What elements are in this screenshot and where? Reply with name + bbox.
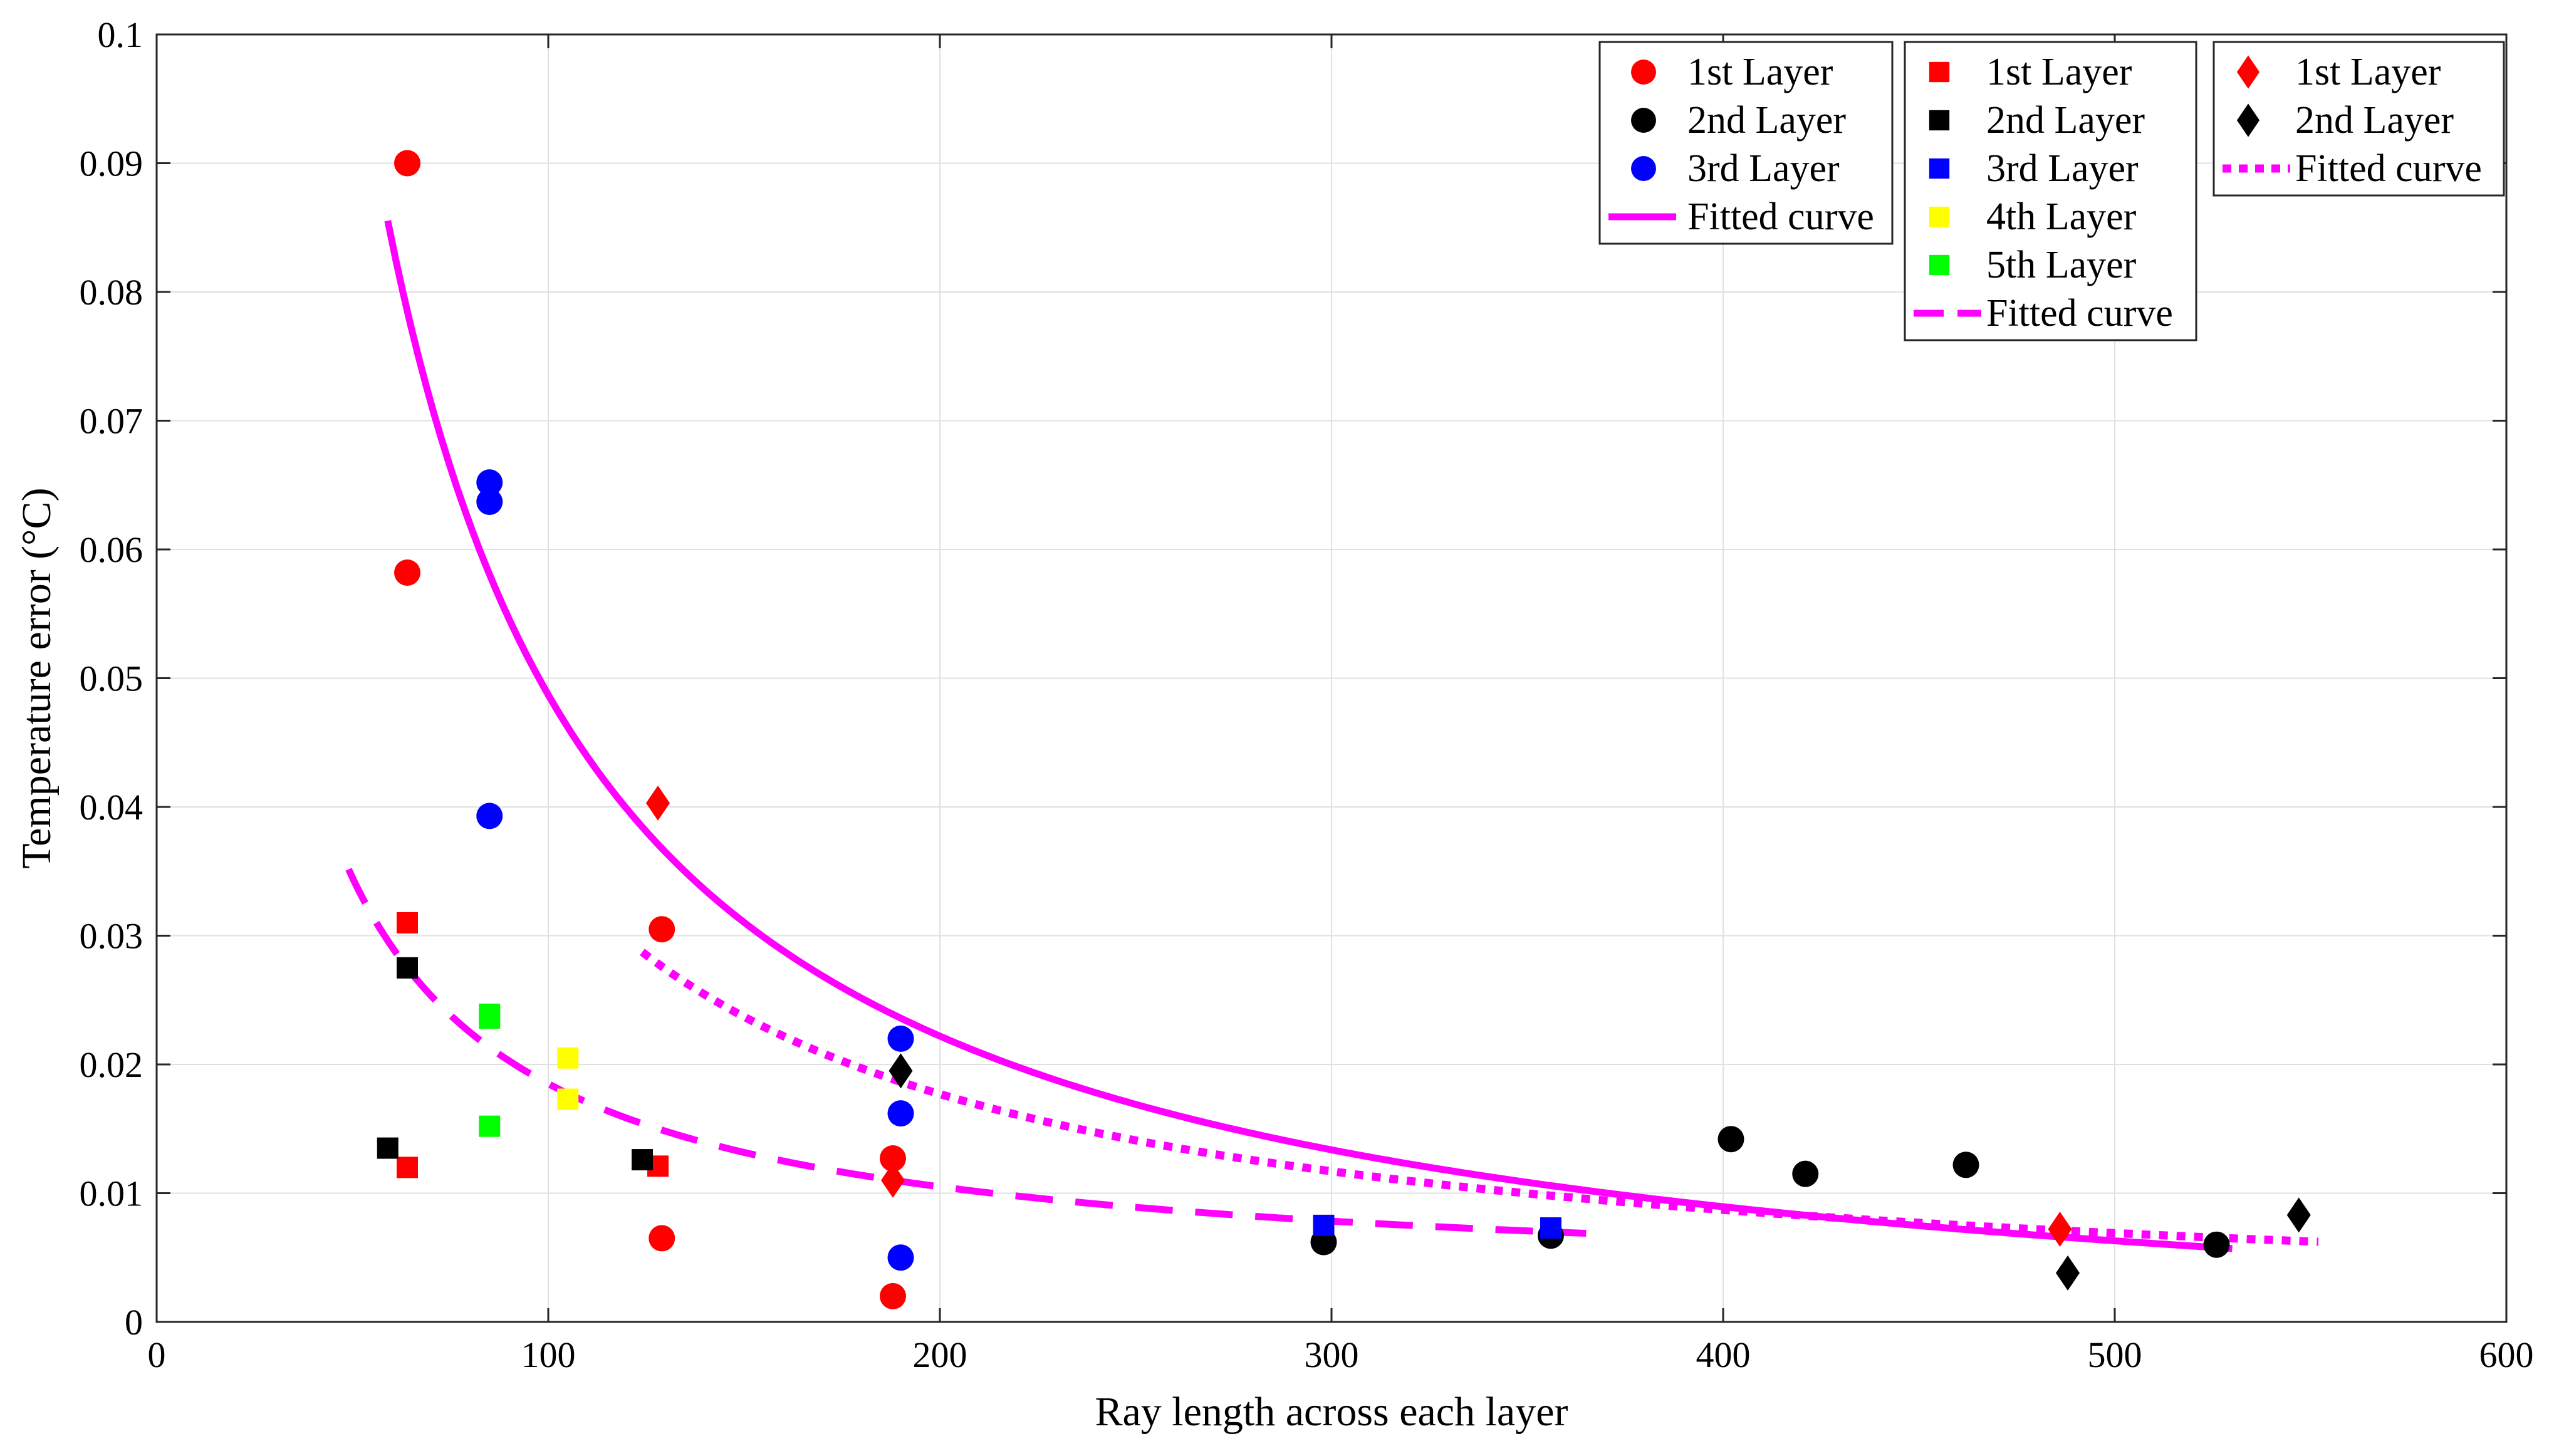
- legend-marker-2nd-layer: [1631, 108, 1656, 133]
- diamond-point-2nd-layer: [2286, 1197, 2311, 1233]
- square-point-2nd-layer: [632, 1149, 653, 1171]
- circle-point-1st-layer: [394, 150, 420, 177]
- square-point-4th-layer: [557, 1088, 579, 1110]
- square-point-3rd-layer: [1540, 1217, 1561, 1239]
- x-tick-label: 100: [521, 1334, 576, 1375]
- circle-point-2nd-layer: [1792, 1160, 1819, 1187]
- square-point-2nd-layer: [397, 957, 418, 979]
- legend-label: 1st Layer: [1687, 51, 1833, 93]
- y-tick-label: 0.02: [80, 1044, 143, 1085]
- y-axis-label: Temperature error (°C): [14, 487, 60, 868]
- data-points: [377, 150, 2311, 1309]
- square-point-2nd-layer: [377, 1137, 399, 1159]
- fitted-curve-dotted: [640, 949, 2319, 1246]
- y-tick-label: 0: [125, 1302, 143, 1343]
- diamond-point-1st-layer: [2048, 1212, 2072, 1247]
- axis-ticks: 0 100 200 300 400 500 600 0 0.01 0.02 0.03 0.04 0.05…: [80, 14, 2534, 1375]
- legend-label: 2nd Layer: [2295, 99, 2454, 142]
- legend-square: 1st Layer 2nd Layer 3rd Layer 4th Layer 5th …: [1904, 41, 2197, 341]
- y-tick-label: 0.1: [98, 14, 143, 55]
- circle-point-1st-layer: [649, 1225, 675, 1252]
- square-point-1st-layer: [397, 1157, 418, 1178]
- circle-point-1st-layer: [880, 1145, 906, 1172]
- legend-circle: 1st Layer 2nd Layer 3rd Layer Fitted curve: [1598, 41, 1894, 245]
- fitted-curve-solid: [384, 220, 2233, 1252]
- legend-label: 5th Layer: [1986, 244, 2137, 286]
- legend-diamond: 1st Layer 2nd Layer Fitted curve: [2212, 41, 2505, 197]
- x-tick-label: 600: [2479, 1334, 2534, 1375]
- legend-label: 3rd Layer: [1687, 147, 1840, 190]
- x-axis-label: Ray length across each layer: [1095, 1389, 1568, 1435]
- legend-label: 1st Layer: [2295, 51, 2441, 93]
- legend-label-fitted-curve: Fitted curve: [1986, 292, 2173, 335]
- x-tick-label: 300: [1305, 1334, 1359, 1375]
- y-tick-label: 0.01: [80, 1173, 143, 1214]
- legend-marker-2nd-layer: [2236, 103, 2260, 137]
- legend-label-fitted-curve: Fitted curve: [2295, 147, 2482, 190]
- legend-box: [1904, 41, 2197, 341]
- legend-marker-1st-layer: [2236, 55, 2260, 89]
- circle-point-3rd-layer: [476, 488, 503, 515]
- legend-marker-1st-layer: [1631, 60, 1656, 85]
- y-tick-label: 0.08: [80, 272, 143, 313]
- x-tick-label: 0: [148, 1334, 166, 1375]
- fitted-curves: [345, 220, 2319, 1252]
- y-tick-label: 0.03: [80, 916, 143, 957]
- y-tick-label: 0.09: [80, 143, 143, 184]
- legend-marker-3rd-layer: [1631, 156, 1656, 181]
- circle-point-1st-layer: [880, 1282, 906, 1309]
- legend-label: 3rd Layer: [1986, 147, 2139, 190]
- circle-point-3rd-layer: [887, 1025, 914, 1052]
- circle-point-2nd-layer: [2203, 1231, 2230, 1258]
- circle-point-3rd-layer: [476, 803, 503, 829]
- diamond-point-2nd-layer: [2056, 1255, 2080, 1291]
- square-point-3rd-layer: [1313, 1214, 1335, 1236]
- circle-point-3rd-layer: [887, 1244, 914, 1271]
- square-point-1st-layer: [397, 912, 418, 933]
- diamond-point-2nd-layer: [889, 1053, 913, 1089]
- y-tick-label: 0.07: [80, 401, 143, 442]
- circle-point-3rd-layer: [476, 469, 503, 496]
- y-tick-label: 0.04: [80, 787, 143, 828]
- square-point-4th-layer: [557, 1047, 579, 1069]
- circle-point-1st-layer: [394, 559, 420, 586]
- legend-label: 4th Layer: [1986, 195, 2137, 238]
- legend-marker-3rd-layer: [1929, 158, 1950, 179]
- legend-marker-2nd-layer: [1929, 110, 1950, 131]
- y-tick-label: 0.06: [80, 529, 143, 570]
- circle-point-1st-layer: [649, 916, 675, 943]
- circle-point-2nd-layer: [1952, 1152, 1979, 1178]
- circle-point-2nd-layer: [1717, 1126, 1744, 1153]
- x-tick-label: 400: [1696, 1334, 1751, 1375]
- legend-marker-4th-layer: [1929, 206, 1950, 227]
- legend-marker-5th-layer: [1929, 254, 1950, 276]
- diamond-point-1st-layer: [646, 785, 670, 821]
- legend-label: 1st Layer: [1986, 51, 2132, 93]
- x-tick-label: 200: [913, 1334, 967, 1375]
- x-tick-label: 500: [2088, 1334, 2142, 1375]
- circle-point-3rd-layer: [887, 1100, 914, 1127]
- y-tick-label: 0.05: [80, 658, 143, 699]
- legend-label: 2nd Layer: [1687, 99, 1846, 142]
- legend-label: 2nd Layer: [1986, 99, 2145, 142]
- square-point-5th-layer: [479, 1007, 501, 1029]
- fitted-curve-dashed: [345, 868, 1587, 1237]
- diamond-point-1st-layer: [881, 1162, 905, 1198]
- legend-label-fitted-curve: Fitted curve: [1687, 195, 1874, 238]
- square-point-5th-layer: [479, 1115, 501, 1137]
- legend-marker-1st-layer: [1929, 61, 1950, 83]
